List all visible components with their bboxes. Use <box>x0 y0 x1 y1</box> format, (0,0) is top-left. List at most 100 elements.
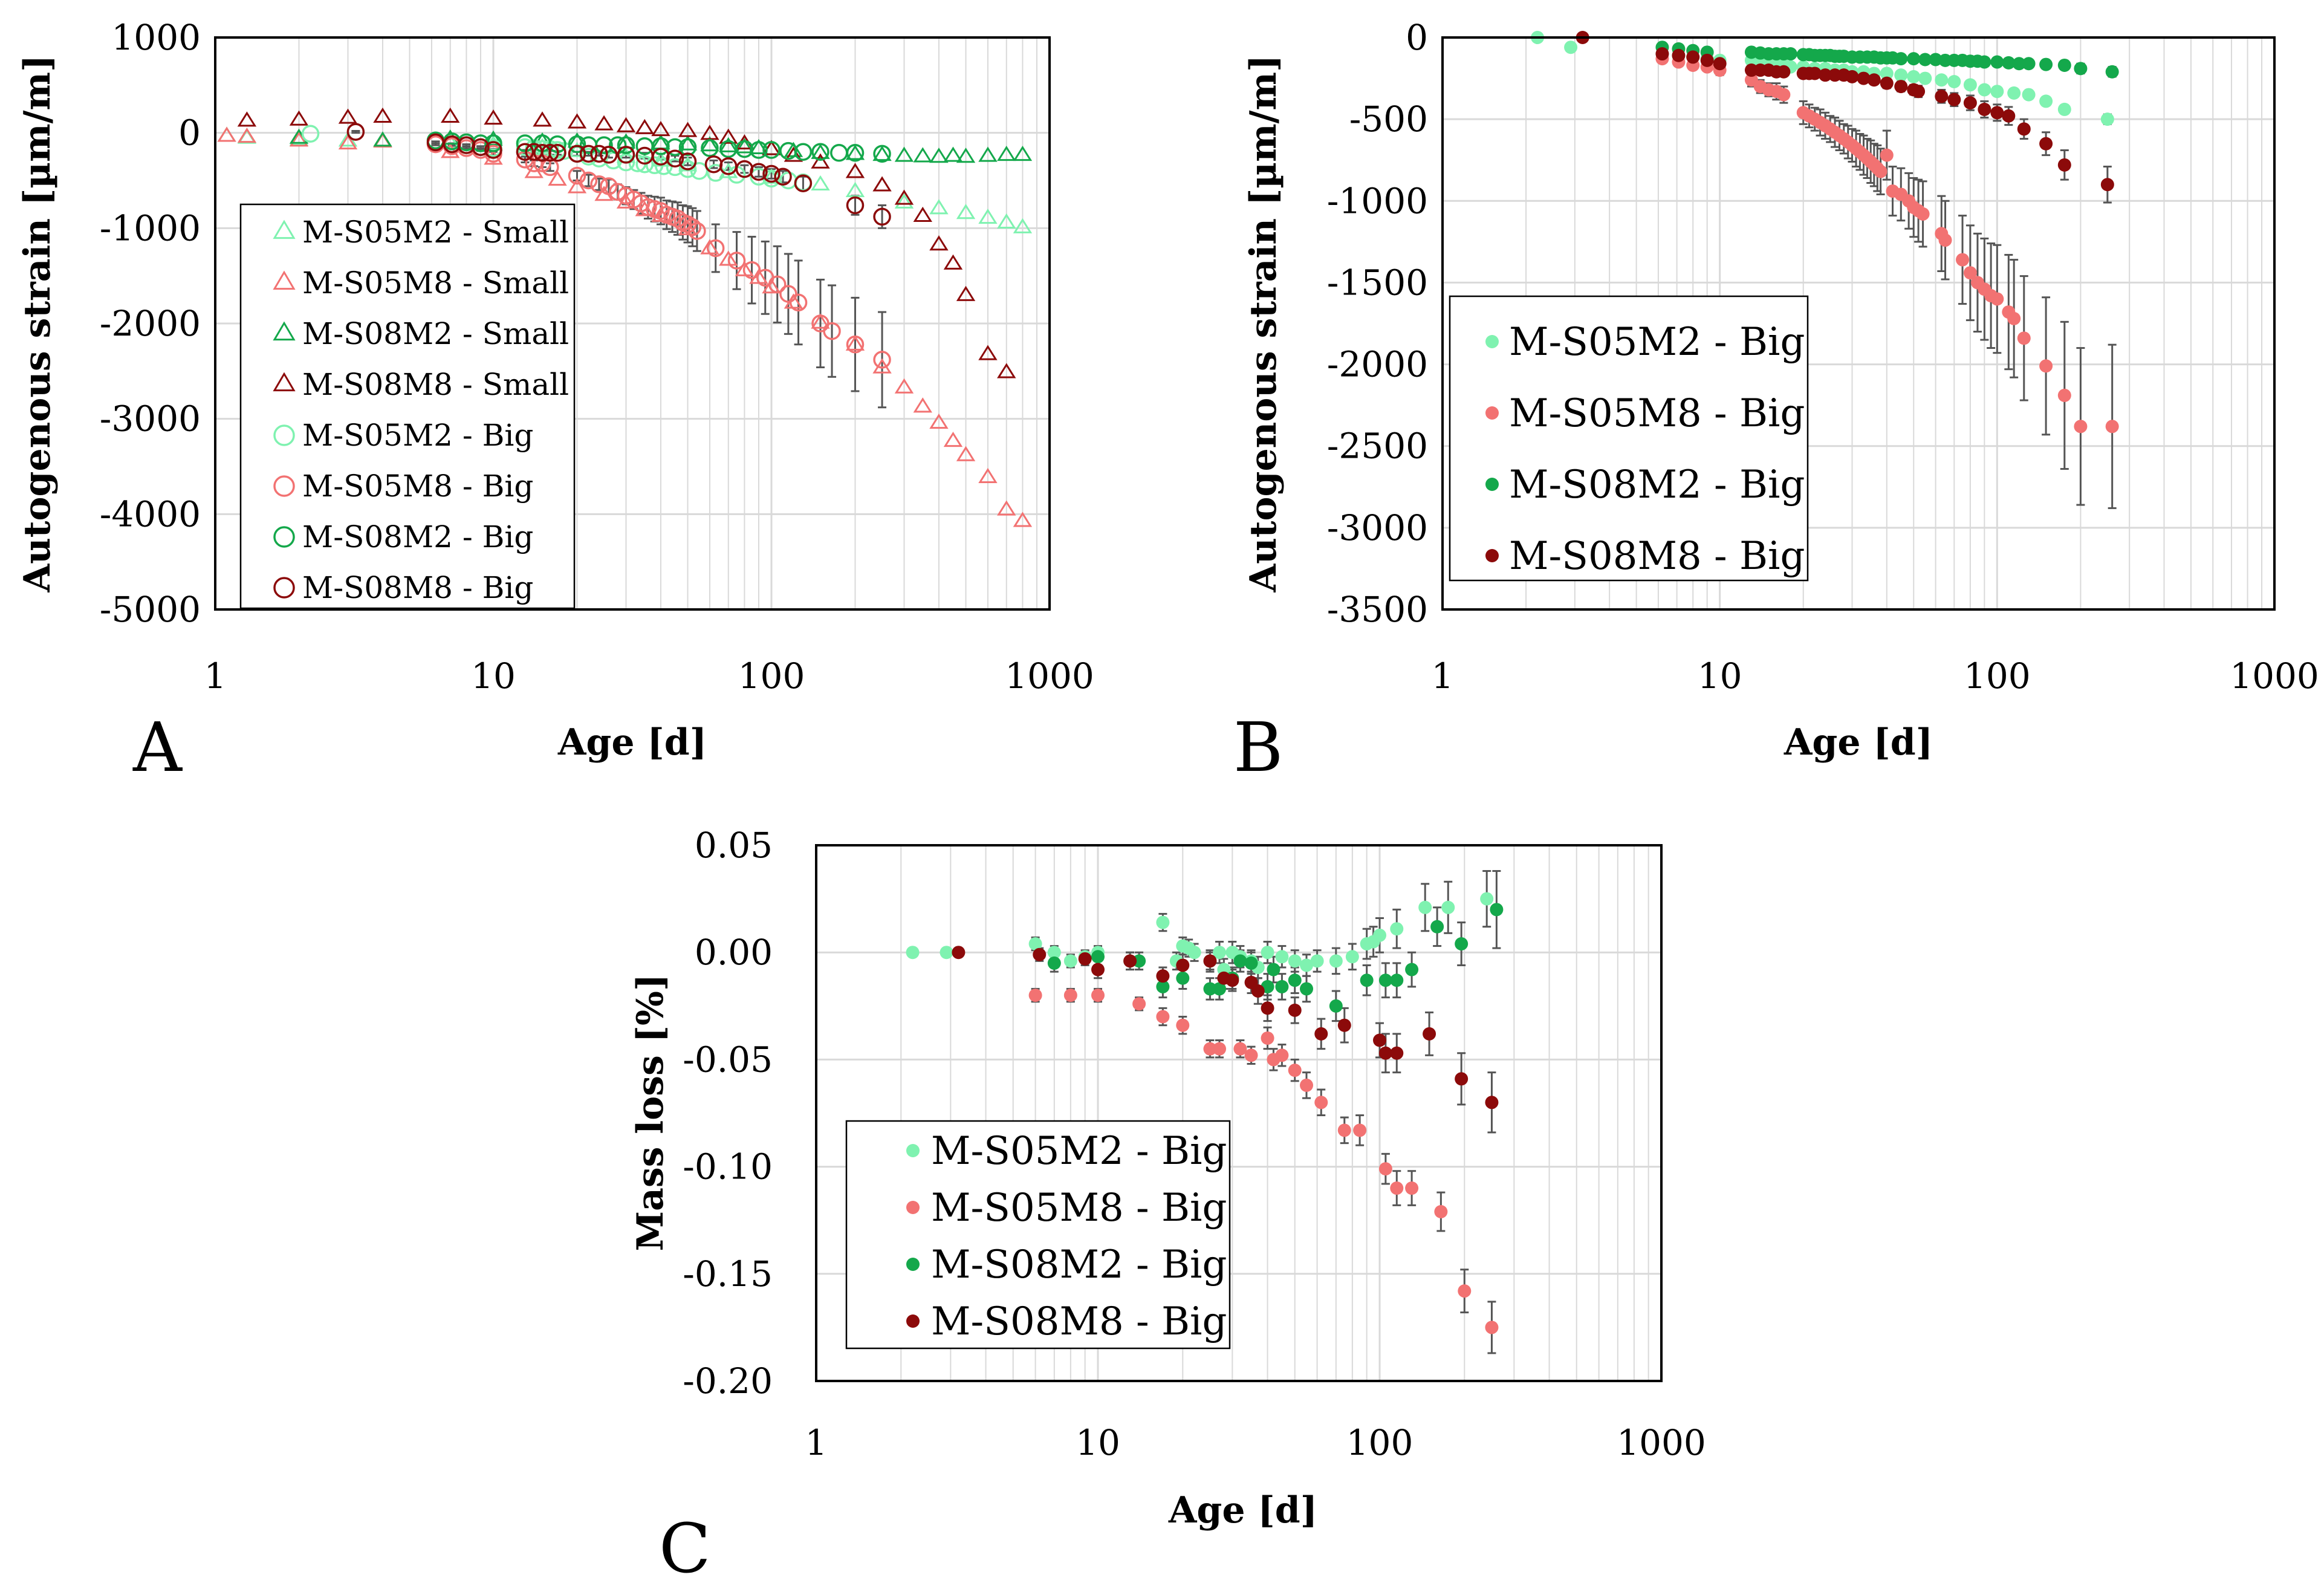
data-point-m-s08m8-big <box>1867 73 1881 87</box>
y-tick-label: -500 <box>1349 99 1428 140</box>
data-point-m-s05m2-small <box>997 213 1016 229</box>
data-point-m-s05m2-small <box>217 126 236 142</box>
legend-label: M-S05M2 - Small <box>302 215 569 250</box>
data-point-m-s05m8-big <box>1300 1078 1314 1092</box>
data-point-m-s08m2-big <box>1990 55 2004 69</box>
data-point-m-s08m2-small <box>872 145 892 161</box>
data-point-m-s05m8-small <box>943 431 963 447</box>
legend-marker <box>1485 478 1499 491</box>
data-point-m-s05m8-small <box>237 127 257 143</box>
data-point-m-s08m2-big <box>2002 56 2016 70</box>
data-point-m-s08m8-big <box>1963 96 1977 110</box>
y-axis-title: Autogenous strain [µm/m] <box>1242 55 1285 593</box>
data-point-m-s08m8-big <box>1261 1001 1274 1015</box>
data-point-m-s08m8-small <box>811 153 830 169</box>
data-point-m-s08m2-small <box>997 145 1016 161</box>
data-point-m-s08m2-small <box>484 130 503 146</box>
data-point-m-s05m8-big <box>1203 1042 1217 1056</box>
data-point-m-s08m8-small <box>929 235 949 251</box>
data-point-m-s08m8-big <box>2057 158 2071 172</box>
data-point-m-s08m8-big <box>457 136 476 154</box>
data-point-m-s05m2-big <box>1373 928 1386 942</box>
data-point-m-s05m2-big <box>1329 954 1343 968</box>
legend-marker <box>273 424 295 446</box>
data-point-m-s05m8-big <box>1156 1010 1170 1024</box>
data-point-m-s08m2-big <box>2039 57 2053 71</box>
legend-marker <box>1485 335 1499 348</box>
data-point-m-s08m8-big <box>1777 65 1791 79</box>
y-tick-label: -1500 <box>1327 262 1428 303</box>
data-point-m-s08m8-big <box>541 144 559 162</box>
legend-label: M-S05M8 - Big <box>302 469 533 504</box>
y-tick-label: 1000 <box>111 17 201 58</box>
data-point-m-s08m2-big <box>846 144 865 162</box>
data-point-m-s05m8-small <box>811 313 830 329</box>
data-point-m-s08m8-big <box>484 141 502 159</box>
data-point-m-s08m2-small <box>811 143 830 159</box>
data-point-m-s05m8-big <box>1275 1048 1289 1062</box>
data-point-m-s08m2-big <box>2057 58 2071 72</box>
legend-label: M-S05M8 - Big <box>931 1186 1227 1230</box>
panel-label-c: C <box>659 1510 711 1588</box>
legend-label: M-S05M2 - Big <box>302 418 533 453</box>
y-tick-label: -2000 <box>1327 344 1428 385</box>
data-point-m-s08m2-big <box>811 143 829 161</box>
data-point-m-s08m8-big <box>1373 1033 1386 1047</box>
legend-label: M-S08M8 - Small <box>302 367 569 402</box>
legend-label: M-S08M2 - Big <box>931 1243 1227 1287</box>
data-point-m-s05m8-big <box>1880 148 1894 162</box>
data-point-m-s08m2-big <box>1203 982 1217 996</box>
legend-label: M-S05M2 - Big <box>931 1129 1227 1174</box>
data-point-m-s05m8-big <box>1337 1123 1351 1137</box>
data-point-m-s05m2-small <box>1013 218 1033 233</box>
data-point-m-s05m8-big <box>2105 420 2119 434</box>
data-point-m-s08m8-big <box>1033 947 1047 961</box>
data-point-m-s05m8-big <box>1916 207 1930 221</box>
data-point-m-s05m2-small <box>929 199 949 215</box>
panel-a-chart: 1 10 100 1000 1000 0 -1000 -2000 -3000 -4000 -500… <box>16 17 1094 787</box>
data-point-m-s08m8-big <box>1123 954 1137 968</box>
data-point-m-s05m2-big <box>1047 946 1061 960</box>
data-point-m-s05m8-big <box>579 171 598 190</box>
y-tick-label: -2500 <box>1327 426 1428 467</box>
data-point-m-s05m8-big <box>1244 1048 1258 1062</box>
data-point-m-s05m2-big <box>1978 83 1991 97</box>
data-point-m-s05m2-big <box>1063 954 1077 968</box>
data-point-m-s05m8-small <box>338 134 358 150</box>
data-point-m-s08m2-big <box>1288 973 1302 987</box>
data-point-m-s08m8-big <box>548 144 566 162</box>
data-point-m-s05m8-big <box>2017 331 2031 345</box>
data-point-m-s08m2-big <box>1360 973 1374 987</box>
legend: M-S05M2 - Small M-S05M8 - Small M-S08M2 - … <box>239 203 576 609</box>
data-point-m-s05m2-big <box>1880 67 1894 80</box>
data-point-m-s05m2-big <box>1345 950 1359 964</box>
data-point-m-s08m2-big <box>595 136 613 154</box>
data-point-m-s08m2-big <box>2074 62 2088 76</box>
data-point-m-s08m2-big <box>1978 55 1991 69</box>
data-point-m-s08m8-big <box>1912 85 1926 99</box>
data-point-m-s05m8-big <box>742 261 761 279</box>
data-point-m-s08m8-big <box>873 207 891 226</box>
legend-marker <box>273 270 296 290</box>
data-point-m-s08m8-big <box>579 145 598 163</box>
data-point-m-s05m2-big <box>1261 946 1274 960</box>
data-point-m-s08m2-big <box>1233 954 1247 968</box>
data-point-m-s08m8-big <box>1808 67 1822 80</box>
data-point-m-s08m8-big <box>666 149 684 167</box>
data-point-m-s08m2-big <box>666 138 684 157</box>
data-point-m-s05m2-big <box>1300 958 1314 972</box>
data-point-m-s05m8-big <box>1938 233 1952 247</box>
plot-area-border <box>1441 36 2276 611</box>
data-point-m-s08m8-small <box>237 111 257 127</box>
data-point-m-s05m8-big <box>590 175 608 193</box>
data-point-m-s05m8-big <box>1233 1042 1247 1056</box>
data-point-m-s05m8-small <box>548 170 567 186</box>
y-tick-label: -1000 <box>100 207 201 249</box>
x-tick-label: 100 <box>738 655 805 697</box>
data-point-m-s08m8-big <box>1314 1027 1328 1041</box>
data-point-m-s08m2-big <box>1490 903 1504 917</box>
data-point-m-s05m2-big <box>1480 892 1494 906</box>
data-point-m-s08m8-big <box>1251 984 1265 998</box>
data-point-m-s08m8-small <box>533 111 552 127</box>
data-point-m-s08m2-big <box>1267 963 1280 976</box>
